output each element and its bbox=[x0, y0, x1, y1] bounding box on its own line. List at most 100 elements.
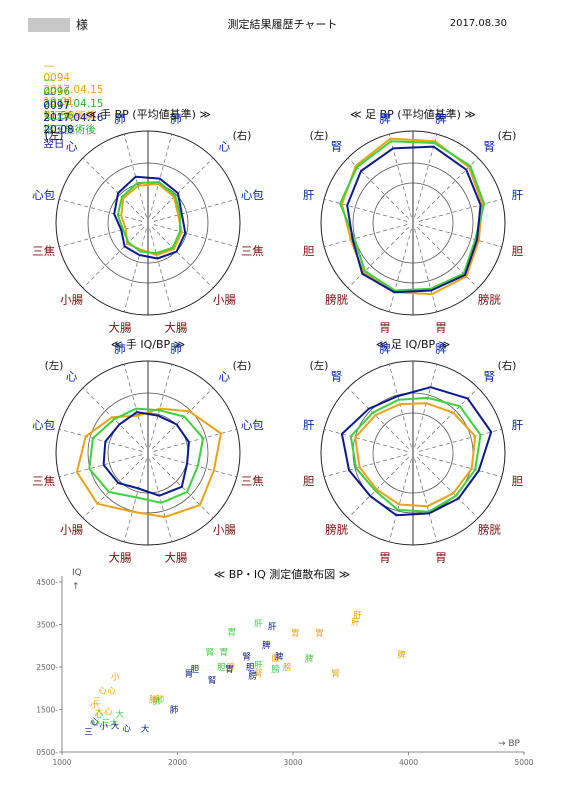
scatter-point-0097: 肺 bbox=[170, 706, 179, 716]
scatter-point-0097: 腎 bbox=[243, 652, 252, 662]
scatter-point-0097: 胆 bbox=[246, 663, 255, 673]
radar-axis-label: 腎 bbox=[484, 370, 496, 384]
radar-spoke bbox=[151, 157, 214, 220]
radar-title-foot-bp: ≪ 足 BP (平均値基準) ≫ bbox=[350, 108, 476, 121]
radar-side-right: (右) bbox=[233, 359, 252, 372]
report-title: 測定結果履歴チャート bbox=[227, 18, 338, 31]
scatter-point-0094: 大 bbox=[95, 707, 104, 718]
scatter-point-0096: 大 bbox=[110, 717, 119, 728]
legend-swatch-0096: — bbox=[43, 74, 54, 86]
radar-axis-label: 心包 bbox=[32, 188, 55, 202]
radar-series-0094 bbox=[75, 407, 222, 518]
radar-axis-label: 胆 bbox=[303, 244, 315, 258]
radar-axis-label: 小腸 bbox=[213, 522, 236, 536]
measurement-note: 翌日 bbox=[43, 138, 65, 150]
radar-side-right: (右) bbox=[498, 359, 517, 372]
measurement-time: 10:01 bbox=[43, 96, 74, 108]
scatter-point-0094: 脾 bbox=[397, 649, 406, 660]
radar-series-0096 bbox=[349, 396, 482, 513]
scatter-point-0094: 脾 bbox=[226, 662, 235, 673]
measurement-id: 0096 bbox=[43, 86, 71, 98]
radar-axis-label: 三焦 bbox=[241, 474, 264, 488]
scatter-point-0094: 肝 bbox=[351, 618, 360, 628]
radar-spoke bbox=[82, 157, 145, 220]
radar-axis-label: 膀胱 bbox=[325, 292, 348, 306]
radar-spoke bbox=[416, 226, 479, 289]
radar-spoke bbox=[59, 454, 143, 478]
radar-axis-label: 脾 bbox=[435, 342, 447, 356]
radar-spoke bbox=[82, 387, 145, 450]
radar-axis-label: 小腸 bbox=[213, 292, 236, 306]
scatter-point-0094: 三 bbox=[92, 697, 101, 707]
radar-title-hand-bp: ≪ 手 BP (平均値基準) ≫ bbox=[85, 108, 211, 121]
radar-spoke bbox=[416, 456, 479, 519]
scatter-point-0094: 心 bbox=[107, 686, 116, 696]
scatter-point-0097: 腎 bbox=[208, 676, 217, 686]
scatter-y-tick-label: 4500- bbox=[36, 578, 58, 587]
scatter-point-0094: 腎 bbox=[331, 669, 340, 679]
radar-axis-label: 小腸 bbox=[60, 292, 83, 306]
radar-series-0097 bbox=[346, 145, 482, 294]
scatter-point-0094: 胃 bbox=[315, 629, 324, 639]
scatter-point-0096: 胆 bbox=[217, 663, 226, 673]
scatter-point-0097: 心 bbox=[90, 717, 99, 727]
radar-axis-label: 肝 bbox=[512, 188, 524, 202]
scatter-point-0096: 心 bbox=[95, 710, 104, 720]
scatter-x-tick-label: 1000 bbox=[52, 758, 71, 767]
radar-axis-label: 肝 bbox=[512, 418, 524, 432]
radar-spoke bbox=[149, 134, 173, 218]
legend-swatch-0097: — bbox=[43, 88, 54, 100]
radar-spoke bbox=[418, 224, 502, 248]
radar-spoke bbox=[418, 454, 502, 478]
radar-spoke bbox=[153, 428, 237, 452]
scatter-y-label: IQ bbox=[72, 568, 82, 578]
radar-spoke bbox=[59, 428, 143, 452]
radar-axis-label: 脾 bbox=[379, 342, 391, 356]
radar-axis-label: 胃 bbox=[379, 550, 391, 564]
radar-spoke bbox=[151, 456, 214, 519]
scatter-point-0096: 腎 bbox=[206, 648, 215, 658]
radar-spoke bbox=[153, 198, 237, 222]
scatter-point-0097: 膀 bbox=[248, 671, 257, 682]
scatter-point-0096: 三 bbox=[102, 718, 111, 728]
radar-spoke bbox=[324, 428, 408, 452]
radar-axis-label: 胆 bbox=[303, 474, 315, 488]
radar-spoke bbox=[388, 228, 412, 312]
scatter-point-0094: 肺 bbox=[149, 695, 158, 705]
scatter-point-0094: 胃 bbox=[291, 629, 300, 639]
radar-axis-label: 胃 bbox=[379, 320, 391, 334]
radar-spoke bbox=[82, 456, 145, 519]
radar-axis-label: 大腸 bbox=[164, 550, 187, 564]
radar-spoke bbox=[153, 224, 237, 248]
radar-spoke bbox=[347, 387, 410, 450]
radar-axis-label: 心包 bbox=[241, 188, 264, 202]
radar-spoke bbox=[324, 454, 408, 478]
scatter-point-0096: 膀 bbox=[271, 664, 280, 675]
radar-spoke bbox=[414, 228, 438, 312]
radar-spoke bbox=[388, 364, 412, 448]
radar-spoke bbox=[149, 458, 173, 542]
scatter-point-0094: 肺 bbox=[156, 695, 165, 705]
scatter-x-tick-label: 4000 bbox=[399, 758, 418, 767]
radar-series-0097 bbox=[102, 411, 190, 497]
scatter-point-0097: 肝 bbox=[268, 623, 277, 633]
radar-title-foot-iqbp: ≪ 足 IQ/BP ≫ bbox=[375, 338, 451, 351]
radar-axis-label: 腎 bbox=[331, 140, 343, 154]
scatter-point-0097: 大 bbox=[141, 724, 150, 735]
measurement-note: 指圧施術前 bbox=[43, 110, 96, 122]
measurement-time: 11:56 bbox=[43, 110, 74, 122]
scatter-point-0094: 膀 bbox=[283, 662, 292, 673]
radar-axis-label: 心 bbox=[66, 370, 78, 384]
radar-side-left: (左) bbox=[310, 359, 329, 372]
measurement-id: 0094 bbox=[43, 72, 71, 84]
radar-axis-label: 大腸 bbox=[109, 550, 132, 564]
measurement-note: 指圧施術後 bbox=[43, 124, 96, 136]
scatter-point-0094: 心 bbox=[104, 708, 113, 718]
scatter-point-0097: 胆 bbox=[191, 665, 200, 675]
scatter-point-0097: 心 bbox=[122, 725, 131, 735]
scatter-point-0097: 脾 bbox=[275, 651, 284, 662]
